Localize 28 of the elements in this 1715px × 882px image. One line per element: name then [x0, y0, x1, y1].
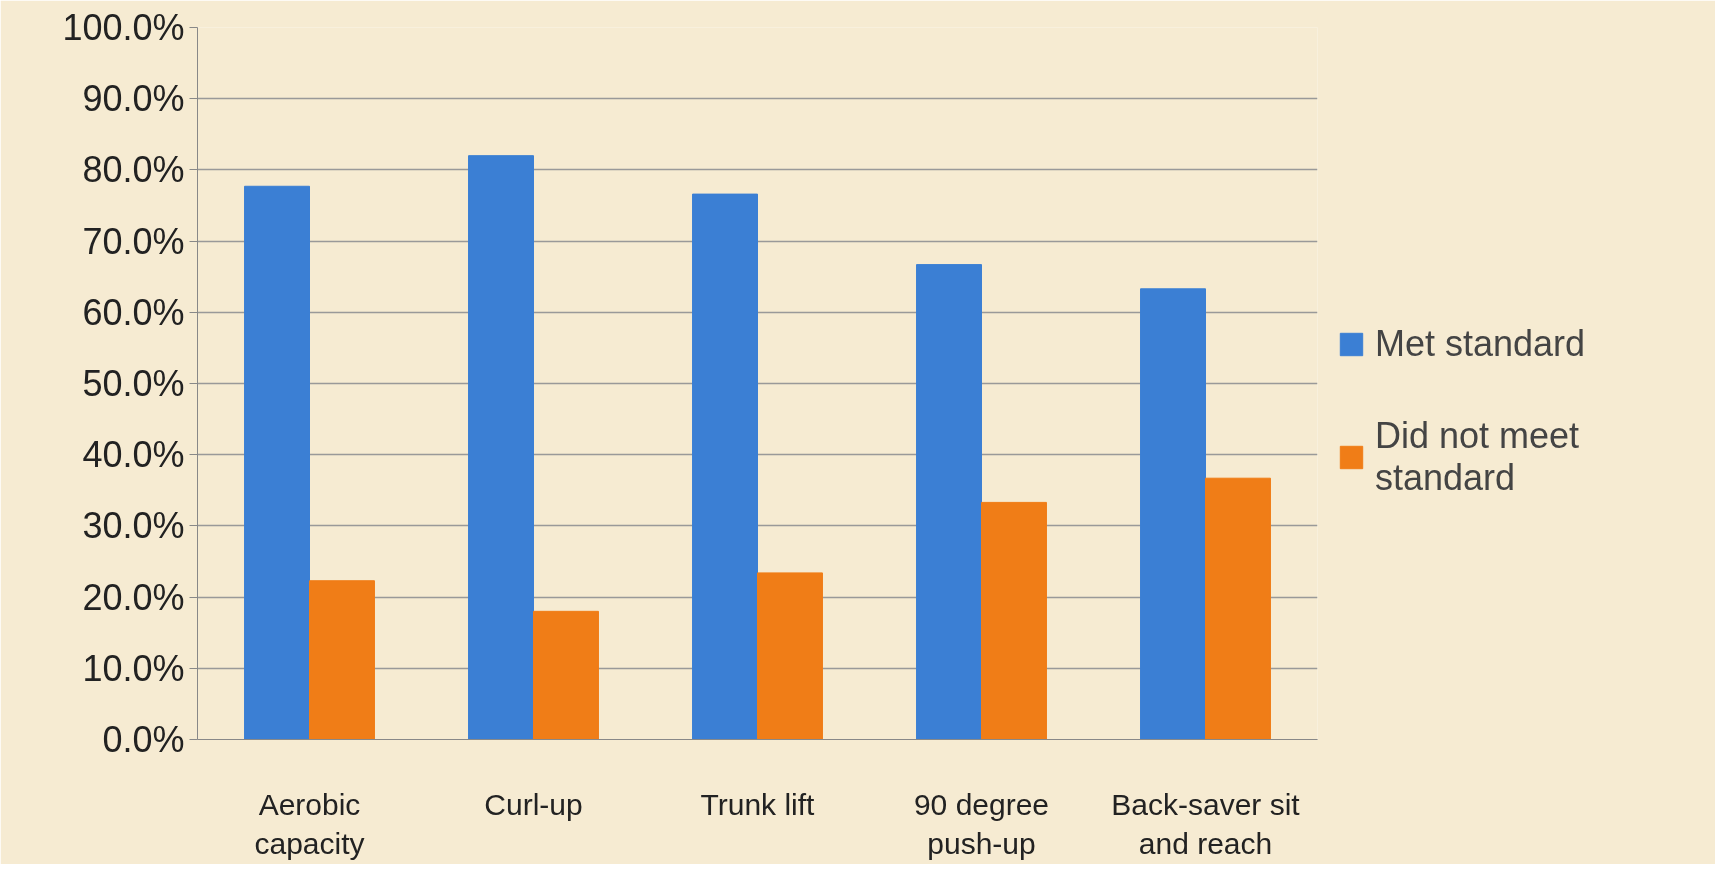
y-tick-label: 60.0%: [82, 291, 185, 333]
bar: [1205, 477, 1271, 740]
bar: [1140, 288, 1206, 740]
y-tick-label: 10.0%: [82, 647, 185, 689]
bar: [244, 185, 310, 740]
bar: [309, 580, 375, 740]
legend-label: Met standard: [1375, 323, 1586, 365]
y-tick-label: 70.0%: [82, 220, 185, 262]
bar: [533, 610, 599, 740]
bar: [757, 572, 823, 740]
y-tick-label: 100.0%: [62, 7, 185, 48]
y-tick-label: 50.0%: [82, 363, 185, 404]
bar: [981, 501, 1047, 740]
x-tick-label: Curl-up: [484, 787, 583, 821]
y-tick-label: 90.0%: [82, 78, 185, 120]
x-tick-label: Aerobic capacity: [254, 787, 365, 861]
x-tick-label: Back-saver sit and reach: [1111, 787, 1301, 861]
y-tick-label: 30.0%: [82, 505, 185, 547]
y-tick-label: 20.0%: [82, 576, 185, 618]
x-tick-label: 90 degree push-up: [913, 787, 1050, 861]
bar: [692, 193, 758, 740]
y-tick-label: 0.0%: [102, 719, 185, 760]
bar: [916, 264, 982, 740]
y-tick-label: 40.0%: [82, 434, 185, 476]
x-tick-label: Trunk lift: [700, 787, 816, 821]
legend-label: Did not meet standard: [1375, 415, 1580, 499]
bar: [468, 155, 534, 740]
y-tick-label: 80.0%: [82, 149, 185, 191]
